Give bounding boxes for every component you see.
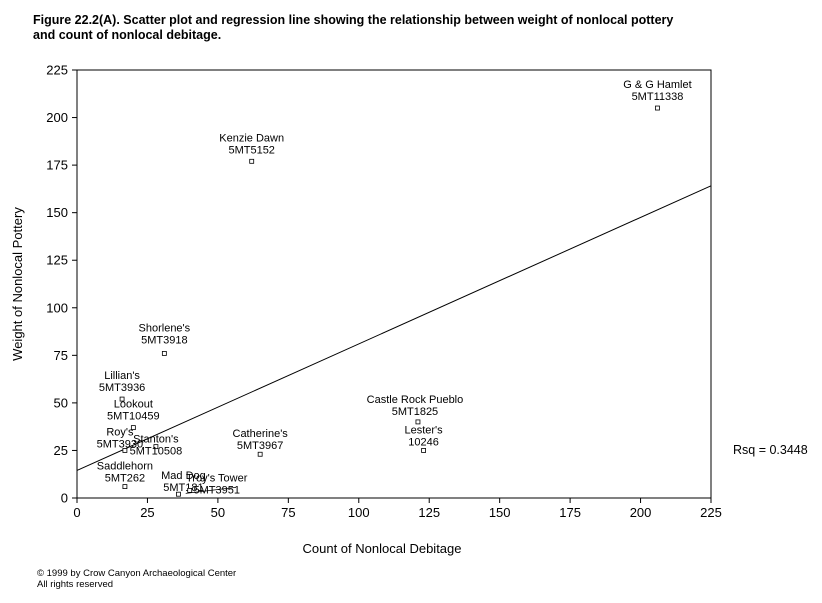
- x-tick-label: 175: [559, 505, 581, 520]
- point-label: Saddlehorn: [97, 461, 153, 473]
- point-label: 5MT10508: [130, 446, 183, 458]
- point-label: Mad Dog: [161, 470, 206, 482]
- y-tick-label: 125: [46, 253, 68, 268]
- plot-frame: [76, 69, 712, 499]
- data-point: [415, 419, 421, 425]
- copyright-notice: © 1999 by Crow Canyon Archaeological Cen…: [37, 568, 236, 590]
- point-label: 5MT3930: [97, 438, 143, 450]
- rsq-label: Rsq = 0.3448: [733, 443, 808, 457]
- point-label: Castle Rock Pueblo: [367, 394, 464, 406]
- point-label: 5MT11338: [632, 91, 684, 103]
- copyright-line-2: All rights reserved: [37, 579, 114, 590]
- point-label: G & G Hamlet: [623, 79, 691, 91]
- point-label: 5MT1825: [392, 406, 438, 418]
- y-tick-label: 175: [46, 158, 68, 173]
- x-tick-label: 25: [140, 505, 154, 520]
- x-tick-label: 75: [281, 505, 295, 520]
- point-label: 5MT3918: [141, 334, 187, 346]
- data-point: [249, 158, 255, 164]
- data-point: [122, 448, 128, 453]
- regression-line: [76, 185, 712, 471]
- x-tick-label: 225: [700, 505, 722, 520]
- point-label: 10246: [408, 436, 439, 448]
- data-point: [130, 425, 136, 431]
- data-point: [122, 484, 128, 489]
- figure-title-line-1: Figure 22.2(A). Scatter plot and regress…: [33, 13, 674, 27]
- point-label: Lester's: [404, 424, 443, 436]
- point-label: 5MT262: [105, 473, 145, 485]
- data-point: [176, 491, 181, 497]
- y-tick-label: 200: [46, 110, 68, 125]
- y-tick-label: 225: [46, 63, 68, 78]
- x-tick-label: 50: [211, 505, 225, 520]
- troys-tower-leader-line: [185, 486, 236, 494]
- copyright-line-1: © 1999 by Crow Canyon Archaeological Cen…: [37, 568, 237, 579]
- data-point: [161, 351, 167, 356]
- point-label: 5MT3951: [193, 484, 239, 496]
- point-label: 5MT5152: [228, 144, 274, 156]
- x-tick-label: 125: [418, 505, 440, 520]
- data-point: [421, 448, 426, 453]
- y-tick-label: 75: [54, 348, 68, 363]
- x-tick-label: 100: [348, 505, 370, 520]
- point-label: Lookout: [114, 399, 153, 411]
- y-axis-label: Weight of Nonlocal Pottery: [10, 207, 25, 361]
- y-tick-label: 50: [54, 395, 68, 410]
- point-label: Catherine's: [233, 428, 289, 440]
- point-label: 5MT3967: [237, 440, 283, 452]
- x-tick-label: 200: [630, 505, 652, 520]
- point-label: Lillian's: [104, 370, 140, 382]
- data-point: [257, 451, 263, 457]
- figure-title-line-2: and count of nonlocal debitage.: [33, 28, 222, 42]
- point-label: Troy's Tower: [186, 472, 248, 484]
- data-point: [655, 105, 660, 111]
- data-point: [153, 444, 159, 450]
- x-tick-label: 0: [73, 505, 80, 520]
- point-label: 5MT181: [163, 482, 203, 494]
- figure-title: Figure 22.2(A). Scatter plot and regress…: [33, 13, 793, 43]
- point-label: Shorlene's: [139, 322, 191, 334]
- y-tick-label: 100: [46, 300, 68, 315]
- y-tick-label: 150: [46, 205, 68, 220]
- point-label: 5MT3936: [99, 382, 145, 394]
- y-tick-label: 0: [61, 491, 68, 506]
- point-label: Kenzie Dawn: [219, 132, 284, 144]
- data-point: [187, 487, 193, 493]
- data-point: [119, 396, 125, 402]
- x-axis-label: Count of Nonlocal Debitage: [303, 541, 462, 556]
- point-label: Roy's: [106, 426, 134, 438]
- x-tick-label: 150: [489, 505, 511, 520]
- point-label: Stanton's: [133, 434, 179, 446]
- y-tick-label: 25: [54, 443, 68, 458]
- point-label: 5MT10459: [107, 411, 160, 423]
